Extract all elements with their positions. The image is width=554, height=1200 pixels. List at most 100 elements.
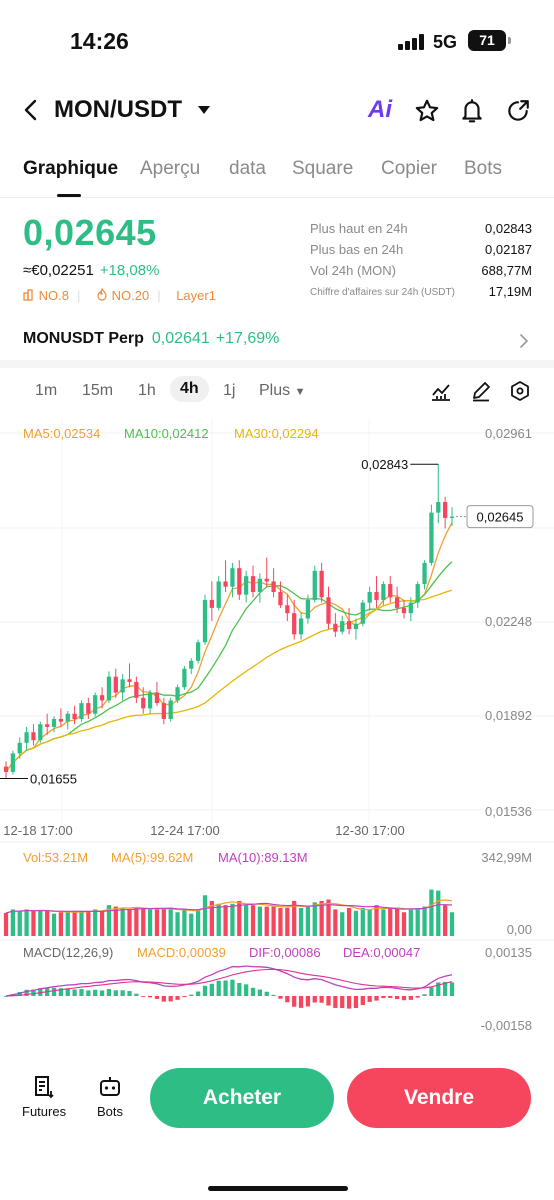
macd-histogram-bar [38, 988, 43, 996]
candle [209, 599, 214, 608]
candle [99, 695, 105, 701]
volume-bar [93, 909, 98, 936]
volume-bar [161, 907, 166, 936]
chart-area[interactable]: MA5:0,02534 MA10:0,02412 MA30:0,02294 0,02… [0, 418, 554, 1048]
ai-assistant-icon[interactable]: Ai [368, 96, 392, 123]
candle [271, 581, 276, 593]
macd-histogram-bar [340, 996, 345, 1009]
back-arrow-icon[interactable] [20, 98, 44, 122]
interval-15m[interactable]: 15m [82, 382, 114, 399]
rank-badges: NO.8 | NO.20 | Layer1 [23, 287, 228, 303]
volume-bar [189, 913, 194, 936]
robot-icon [100, 1077, 120, 1096]
pair-dropdown-icon[interactable] [198, 106, 210, 114]
hot-badge[interactable]: NO.20 | [96, 287, 161, 303]
indicator-icon[interactable] [430, 380, 452, 402]
volume-bar [422, 906, 427, 936]
macd-histogram-bar [298, 996, 304, 1008]
candle [65, 713, 70, 722]
buy-button[interactable]: Acheter [150, 1068, 334, 1128]
active-tab-indicator [57, 194, 81, 197]
settings-hexagon-icon[interactable] [509, 380, 531, 402]
macd-histogram-bar [72, 989, 77, 996]
macd-histogram-bar [223, 980, 228, 996]
tab-square[interactable]: Square [292, 158, 354, 179]
tab-bots[interactable]: Bots [464, 158, 503, 179]
perp-link-row[interactable]: MONUSDT Perp 0,02641 +17,69% [23, 330, 533, 354]
candlestick-chart[interactable]: MA5:0,02534 MA10:0,02412 MA30:0,02294 0,02… [0, 418, 554, 1048]
stat-turnover: Chiffre d'affaires sur 24h (USDT) 17,19M [310, 284, 532, 299]
rank-badge[interactable]: NO.8 | [23, 288, 80, 303]
category-badge[interactable]: Layer1 [176, 288, 216, 303]
tab-data[interactable]: data [229, 158, 266, 179]
signal-icon [398, 34, 426, 50]
interval-1m[interactable]: 1m [35, 382, 58, 399]
candle [154, 692, 160, 704]
candle [182, 668, 187, 688]
macd-histogram-bar [189, 994, 194, 996]
tab-apercu[interactable]: Aperçu [140, 158, 201, 179]
stat-volume: Vol 24h (MON) 688,77M [310, 263, 532, 278]
price-markers: 0,02843 0,01655 0,02645 [0, 457, 534, 787]
candle [168, 700, 173, 719]
volume-bar [209, 900, 214, 936]
tab-copier[interactable]: Copier [381, 158, 437, 179]
tab-graphique[interactable]: Graphique [23, 158, 119, 179]
interval-1d[interactable]: 1j [223, 382, 236, 399]
macd-histogram-bar [65, 988, 70, 996]
volume-bar [271, 906, 276, 936]
macd-histogram-bar [353, 996, 359, 1008]
volume-axis-max: 342,99M [481, 850, 532, 865]
bell-icon[interactable] [459, 98, 485, 124]
macd-histogram-bar [408, 996, 413, 1000]
volume-legend-ma5: MA(5):99.62M [111, 850, 193, 865]
ma-legend-item: MA30:0,02294 [234, 426, 319, 441]
macd-histogram-bar [58, 988, 64, 996]
draw-pen-icon[interactable] [470, 380, 492, 402]
candle [422, 562, 427, 585]
macd-histogram-bar [17, 991, 22, 996]
volume-bar [346, 907, 352, 936]
volume-bar [216, 903, 221, 936]
macd-histogram-bar [99, 990, 105, 996]
macd-histogram-bar [134, 993, 139, 996]
time-axis: 12-18 17:00 12-24 17:00 12-30 17:00 [3, 823, 404, 838]
macd-histogram-bar [79, 989, 84, 996]
candle [401, 607, 407, 614]
low-marker-label: 0,01655 [30, 772, 77, 787]
macd-histogram-bar [250, 987, 256, 996]
candle [394, 597, 400, 608]
interval-4h[interactable]: 4h [170, 376, 209, 402]
volume-bar [360, 907, 365, 936]
volume-bar [65, 912, 70, 936]
bots-nav[interactable]: Bots [97, 1074, 123, 1119]
sell-button[interactable]: Vendre [347, 1068, 531, 1128]
candle [189, 660, 194, 669]
futures-nav[interactable]: Futures [22, 1074, 66, 1119]
share-icon[interactable] [505, 98, 531, 124]
bar-chart-icon [23, 289, 33, 301]
volume-bar [408, 909, 413, 936]
volume-bar [134, 907, 139, 936]
futures-icon [35, 1076, 54, 1099]
star-icon[interactable] [414, 98, 440, 124]
volume-bar [367, 909, 372, 936]
volume-bar [381, 909, 386, 936]
candle [216, 581, 221, 608]
macd-histogram-bar [443, 981, 448, 996]
price-block: 0,02645 ≈€0,02251 +18,08% NO.8 | NO.20 | La… [23, 212, 216, 303]
volume-bar [394, 907, 400, 936]
volume-ma-line [5, 902, 453, 914]
macd-histogram-bar [292, 996, 297, 1007]
volume-bar [278, 907, 283, 936]
high-marker-label: 0,02843 [361, 457, 408, 472]
candle [31, 732, 36, 741]
volume-bar [51, 913, 57, 936]
candles [3, 464, 455, 779]
stat-low: Plus bas en 24h 0,02187 [310, 242, 532, 257]
pair-title[interactable]: MON/USDT [54, 96, 182, 123]
macd-histogram-bar [147, 996, 153, 998]
candle [305, 599, 311, 619]
interval-1h[interactable]: 1h [138, 382, 156, 399]
interval-more[interactable]: Plus ▼ [259, 382, 306, 399]
